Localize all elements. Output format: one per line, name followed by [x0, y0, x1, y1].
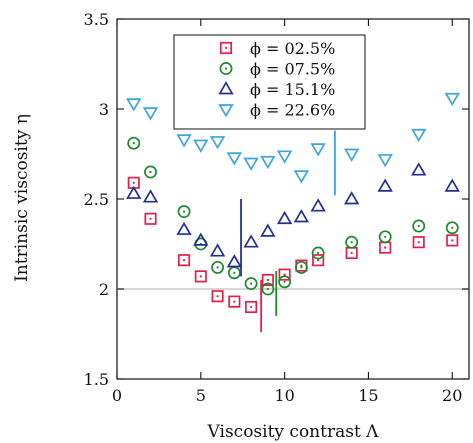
data-point-series-0 — [278, 268, 291, 281]
data-point-series-1 — [378, 230, 392, 244]
legend-marker-3 — [218, 104, 234, 118]
data-point-series-3 — [209, 136, 226, 150]
data-point-series-2 — [411, 162, 427, 176]
data-point-series-0 — [261, 273, 274, 287]
x-tick-label: 15 — [358, 386, 378, 405]
x-tick-label: 5 — [196, 386, 206, 405]
legend-marker-2 — [218, 81, 234, 95]
ticks-layer: 0 5 10 15 20 1.5 2 2.5 3 3.5 — [84, 10, 469, 405]
data-point-series-2 — [243, 234, 259, 248]
data-point-series-2 — [260, 223, 276, 237]
data-point-series-1 — [345, 235, 359, 249]
data-point-series-1 — [177, 205, 191, 219]
y-tick-label: 2.5 — [84, 190, 109, 209]
x-tick-label: 10 — [274, 386, 294, 405]
data-point-series-3 — [126, 98, 142, 112]
x-axis-title: Viscosity contrast Λ — [207, 422, 380, 442]
data-point-series-2 — [293, 209, 310, 223]
data-point-series-2 — [276, 210, 293, 225]
data-point-series-3 — [343, 148, 360, 162]
data-point-series-0 — [412, 236, 425, 249]
data-point-series-1 — [144, 165, 157, 179]
legend-box — [173, 34, 366, 130]
data-point-series-0 — [245, 300, 258, 314]
data-point-series-1 — [211, 260, 225, 274]
data-point-series-2 — [193, 232, 209, 246]
data-point-series-3 — [444, 92, 460, 107]
data-point-series-1 — [311, 246, 325, 260]
data-point-series-2 — [209, 243, 226, 257]
data-point-series-2 — [310, 198, 326, 212]
data-point-series-3 — [276, 150, 293, 164]
y-tick-label: 1.5 — [84, 370, 109, 389]
legend-entries: ϕ = 02.5% ϕ = 07.5%ϕ = 15.1% ϕ = 22.6% — [218, 39, 335, 120]
data-point-series-3 — [142, 107, 159, 121]
data-point-series-1 — [294, 260, 308, 274]
data-point-series-0 — [144, 212, 157, 225]
data-point-series-3 — [243, 157, 259, 171]
legend-label-0: ϕ = 02.5% — [250, 39, 335, 58]
data-point-series-3 — [193, 139, 209, 153]
y-axis-title: Intrinsic viscosity η — [12, 114, 32, 282]
data-point-series-1 — [278, 275, 292, 289]
data-point-series-2 — [142, 189, 159, 203]
data-point-series-1 — [127, 136, 141, 150]
legend-label-2: ϕ = 15.1% — [250, 80, 335, 99]
data-point-series-3 — [411, 128, 427, 143]
points-layer — [126, 92, 460, 314]
data-point-series-1 — [445, 221, 459, 235]
data-point-series-2 — [226, 254, 243, 268]
data-point-series-1 — [261, 282, 275, 296]
data-point-series-1 — [227, 266, 241, 280]
legend-marker-0 — [219, 41, 233, 55]
vertical-marker-layer — [240, 130, 336, 333]
legend-marker-1 — [219, 62, 233, 75]
data-point-series-3 — [176, 134, 192, 148]
data-point-series-1 — [244, 277, 258, 291]
x-tick-label: 0 — [112, 386, 122, 405]
data-point-series-3 — [293, 170, 310, 184]
y-tick-label: 3 — [99, 100, 109, 119]
data-point-series-0 — [228, 295, 241, 308]
y-tick-label: 3.5 — [84, 10, 109, 29]
data-point-series-2 — [176, 221, 192, 235]
legend-label-1: ϕ = 07.5% — [250, 60, 335, 79]
y-tick-label: 2 — [99, 280, 109, 299]
data-point-series-2 — [444, 178, 460, 192]
data-point-series-0 — [379, 241, 392, 254]
x-tick-label: 20 — [442, 386, 462, 405]
data-point-series-2 — [126, 185, 142, 199]
legend: ϕ = 02.5% ϕ = 07.5%ϕ = 15.1% ϕ = 22.6% — [173, 34, 366, 130]
data-point-series-3 — [226, 152, 243, 166]
data-point-series-2 — [343, 191, 360, 205]
data-point-series-3 — [310, 143, 326, 157]
data-point-series-2 — [377, 178, 393, 192]
data-point-series-1 — [412, 219, 426, 233]
data-point-series-3 — [377, 154, 393, 168]
data-point-series-0 — [177, 254, 191, 267]
data-point-series-0 — [312, 254, 325, 267]
data-point-series-0 — [211, 290, 224, 303]
data-point-series-0 — [194, 270, 207, 283]
legend-label-3: ϕ = 22.6% — [250, 101, 335, 120]
data-point-series-0 — [446, 234, 459, 247]
data-point-series-3 — [260, 155, 276, 170]
data-point-series-0 — [345, 246, 358, 260]
